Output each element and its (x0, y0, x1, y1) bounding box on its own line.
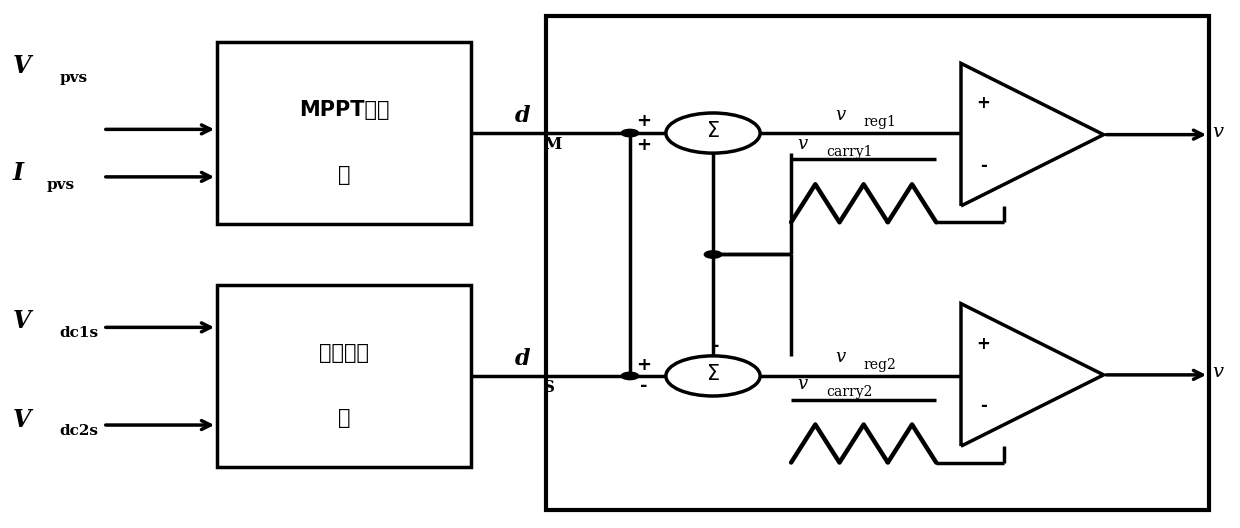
Text: V: V (12, 408, 31, 432)
Text: carry1: carry1 (826, 145, 873, 159)
Text: d: d (515, 347, 531, 370)
Text: -: - (980, 397, 987, 415)
Text: +: + (636, 136, 651, 154)
Text: v: v (1213, 363, 1224, 381)
Text: +: + (636, 112, 651, 130)
Text: $\Sigma$: $\Sigma$ (706, 364, 720, 384)
Text: v: v (836, 348, 846, 366)
Text: pvs: pvs (60, 71, 88, 85)
Text: I: I (12, 161, 24, 185)
Text: v: v (797, 375, 807, 393)
Text: -: - (980, 157, 987, 175)
Text: +: + (976, 95, 991, 112)
Text: dc2s: dc2s (60, 425, 98, 438)
Text: V: V (12, 54, 31, 78)
Text: v: v (797, 135, 807, 153)
Text: dc1s: dc1s (60, 326, 99, 340)
Bar (217, 285, 471, 467)
Text: 模糊控制: 模糊控制 (319, 343, 370, 363)
Bar (217, 42, 471, 224)
Text: S: S (543, 379, 556, 395)
Text: pvs: pvs (47, 178, 76, 192)
Text: v: v (836, 106, 846, 124)
Bar (546, 16, 1209, 510)
Text: V: V (12, 309, 31, 333)
Circle shape (704, 251, 722, 258)
Circle shape (621, 372, 639, 380)
Text: +: + (976, 335, 991, 353)
Text: d: d (515, 105, 531, 127)
Text: -: - (640, 378, 647, 395)
Text: carry2: carry2 (826, 385, 872, 399)
Circle shape (621, 129, 639, 137)
Text: MPPT控制: MPPT控制 (299, 100, 389, 120)
Text: M: M (543, 136, 562, 153)
Text: +: + (636, 356, 651, 374)
Text: -: - (712, 337, 719, 355)
Text: reg1: reg1 (863, 115, 897, 129)
Text: v: v (1213, 123, 1224, 141)
Text: 器: 器 (337, 408, 351, 428)
Text: 器: 器 (337, 165, 351, 185)
Text: reg2: reg2 (863, 357, 895, 372)
Text: $\Sigma$: $\Sigma$ (706, 121, 720, 142)
